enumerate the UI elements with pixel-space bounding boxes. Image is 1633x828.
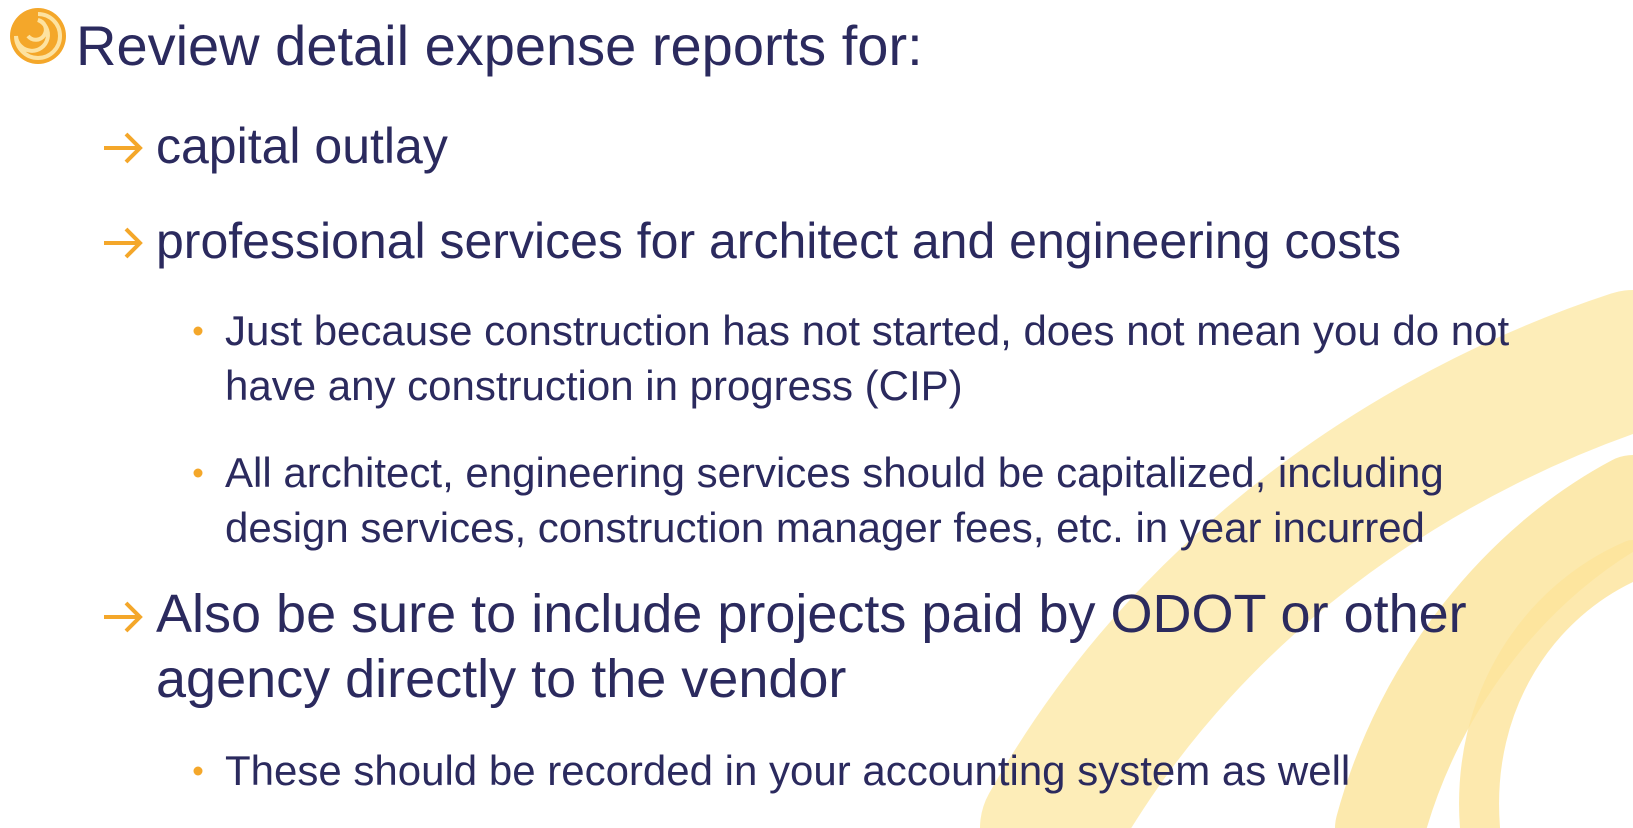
subitem-text: Just because construction has not starte… [225,307,1510,409]
heading: Review detail expense reports for: [76,14,923,77]
dot-bullet [193,468,203,478]
item-text: professional services for architect and … [156,213,1402,269]
subitem-text: These should be recorded in your account… [225,747,1351,794]
logo-icon [10,8,66,64]
arrow-bullet [104,227,143,259]
dot-bullet [193,766,203,776]
item-text: capital outlay [156,118,448,174]
item-text: Also be sure to include projects paid by… [156,584,1467,709]
arrow-bullet [104,601,143,632]
arrow-bullet [104,132,143,164]
subitem-text: All architect, engineering services shou… [225,449,1444,551]
dot-bullet [193,326,203,336]
